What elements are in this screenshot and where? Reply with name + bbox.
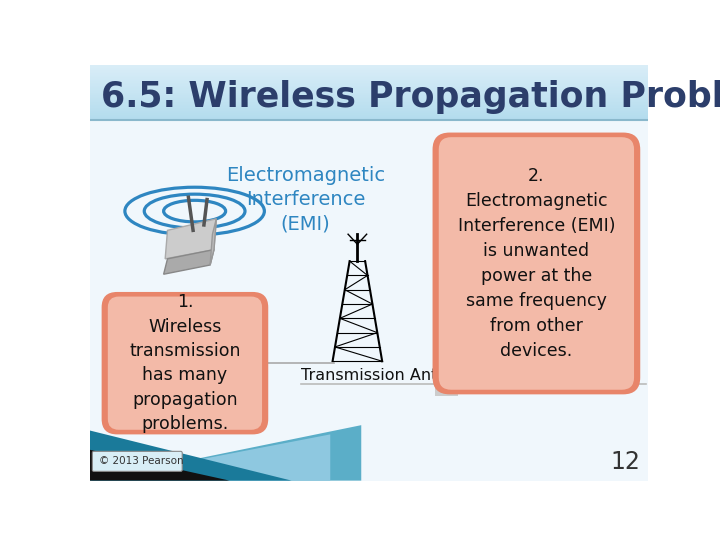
Text: 6.5: Wireless Propagation Problems: 6.5: Wireless Propagation Problems bbox=[101, 80, 720, 114]
Polygon shape bbox=[90, 450, 230, 481]
Bar bbox=[90, 87, 648, 89]
Bar bbox=[90, 99, 648, 101]
Bar bbox=[90, 95, 648, 97]
Bar bbox=[90, 66, 648, 68]
Bar bbox=[90, 70, 648, 72]
Bar bbox=[90, 94, 648, 96]
Bar bbox=[90, 69, 648, 71]
Text: Electromagnetic
Interference
(EMI): Electromagnetic Interference (EMI) bbox=[226, 166, 385, 233]
Bar bbox=[90, 72, 648, 73]
Bar bbox=[90, 111, 648, 112]
Bar bbox=[90, 119, 648, 120]
Bar bbox=[90, 83, 648, 85]
Bar bbox=[90, 104, 648, 105]
Bar bbox=[90, 109, 648, 111]
Bar bbox=[90, 118, 648, 119]
Bar bbox=[90, 75, 648, 76]
Text: Transmission Antenna: Transmission Antenna bbox=[301, 368, 477, 383]
Bar bbox=[90, 114, 648, 117]
Bar bbox=[90, 68, 648, 69]
FancyBboxPatch shape bbox=[102, 292, 269, 434]
Bar bbox=[90, 102, 648, 104]
Bar bbox=[90, 120, 648, 481]
Bar bbox=[90, 76, 648, 78]
Bar bbox=[90, 97, 648, 98]
Bar bbox=[90, 80, 648, 82]
Bar bbox=[90, 92, 648, 94]
Bar bbox=[90, 85, 648, 87]
Bar bbox=[90, 73, 648, 75]
Bar bbox=[90, 82, 648, 83]
Bar bbox=[90, 89, 648, 90]
Polygon shape bbox=[163, 249, 214, 274]
Text: © 2013 Pearson: © 2013 Pearson bbox=[99, 456, 183, 467]
FancyBboxPatch shape bbox=[433, 132, 640, 394]
Bar bbox=[90, 116, 648, 118]
FancyBboxPatch shape bbox=[438, 137, 634, 390]
Bar bbox=[90, 105, 648, 107]
Bar bbox=[90, 101, 648, 103]
Bar bbox=[90, 106, 648, 108]
FancyBboxPatch shape bbox=[108, 296, 262, 430]
Bar bbox=[90, 112, 648, 114]
Bar bbox=[90, 84, 648, 86]
Polygon shape bbox=[165, 219, 216, 259]
Bar bbox=[90, 91, 648, 93]
Bar bbox=[90, 90, 648, 91]
Bar bbox=[90, 79, 648, 80]
Text: 12: 12 bbox=[611, 450, 640, 474]
Bar bbox=[90, 65, 648, 66]
FancyBboxPatch shape bbox=[92, 451, 182, 471]
Text: 2.
Electromagnetic
Interference (EMI)
is unwanted
power at the
same frequency
fr: 2. Electromagnetic Interference (EMI) is… bbox=[458, 167, 615, 360]
Text: 1.
Wireless
transmission
has many
propagation
problems.: 1. Wireless transmission has many propag… bbox=[129, 293, 240, 433]
Polygon shape bbox=[90, 434, 330, 481]
Polygon shape bbox=[90, 430, 292, 481]
Bar bbox=[90, 77, 648, 79]
Bar bbox=[90, 113, 648, 115]
Polygon shape bbox=[210, 219, 216, 265]
Bar bbox=[435, 379, 458, 396]
Polygon shape bbox=[90, 425, 361, 481]
Bar bbox=[90, 98, 648, 100]
Bar bbox=[90, 108, 648, 110]
